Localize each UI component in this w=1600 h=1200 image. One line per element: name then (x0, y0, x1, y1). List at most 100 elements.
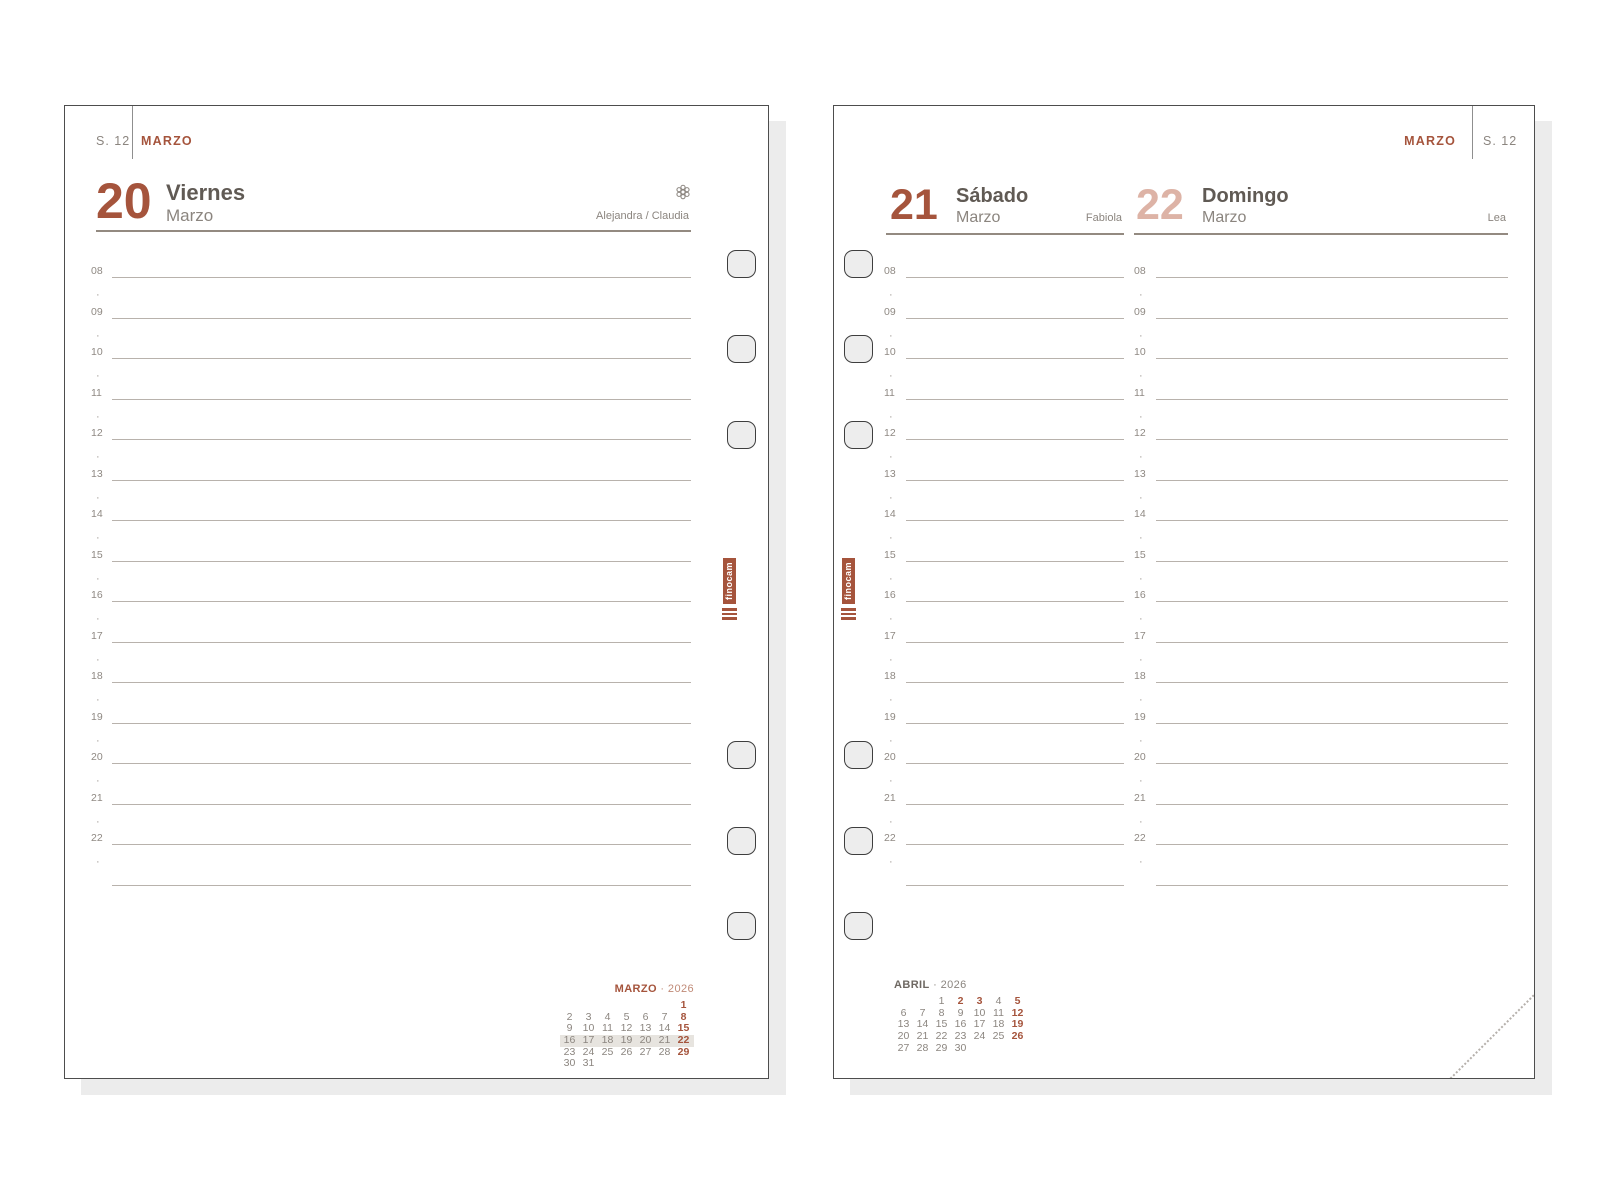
hour-label: 15 (91, 548, 103, 561)
finocam-logo-text: finocam (841, 558, 855, 604)
hour-line (112, 641, 691, 643)
hour-line (112, 317, 691, 319)
half-hour-marker: · (96, 613, 100, 625)
hour-line (1156, 358, 1508, 359)
half-hour-marker: · (1139, 410, 1143, 423)
hour-line (1156, 641, 1508, 643)
finocam-logo-bars-icon (840, 606, 856, 620)
calendar-day: 17 (973, 1018, 986, 1031)
hour-label: 18 (91, 670, 103, 682)
calendar-day: 5 (1014, 995, 1021, 1007)
hour-label: 11 (1134, 386, 1145, 399)
schedule-end-line (906, 884, 1124, 886)
hour-label: 21 (1134, 791, 1146, 804)
half-hour-marker: · (889, 370, 893, 382)
calendar-day: 27 (897, 1041, 910, 1054)
calendar-day: 29 (935, 1041, 948, 1054)
hour-label: 20 (91, 751, 103, 763)
week-month-divider (1472, 106, 1473, 159)
saints-sunday: Lea (1487, 212, 1506, 224)
calendar-day: 14 (658, 1022, 671, 1035)
half-hour-marker: · (96, 329, 100, 342)
hour-label: 17 (91, 629, 103, 642)
calendar-day: 15 (677, 1022, 690, 1035)
half-hour-marker: · (1139, 370, 1143, 382)
day-month: Marzo (166, 206, 214, 225)
saints-of-day: Alejandra / Claudia (596, 210, 689, 222)
hour-line (112, 722, 691, 724)
mini-calendar-abril: ABRIL · 2026 1 2 3 4 5 6 7 8 9 10 11 12 13 14 15 16 17 18 1… (894, 979, 1028, 1054)
half-hour-marker: · (1139, 329, 1143, 342)
mini-calendar-title: MARZO · 2026 (560, 983, 694, 995)
hour-line (906, 358, 1124, 359)
hour-label: 15 (1134, 548, 1146, 561)
hour-label: 12 (884, 427, 896, 439)
calendar-day: 29 (677, 1045, 690, 1058)
finocam-logo-bars-icon (721, 606, 737, 620)
calendar-day: 14 (916, 1018, 929, 1031)
half-hour-marker: · (1139, 491, 1143, 504)
half-hour-marker: · (889, 815, 893, 828)
hour-label: 22 (884, 832, 896, 844)
hour-line (1156, 439, 1508, 440)
hour-label: 20 (884, 751, 896, 763)
hour-line (906, 682, 1124, 683)
calendar-week-row: 1 (560, 999, 694, 1012)
binder-hole (727, 741, 756, 769)
hour-label: 18 (1134, 670, 1146, 682)
hour-line (906, 277, 1124, 278)
calendar-day: 28 (658, 1045, 671, 1058)
hour-line (1156, 682, 1508, 683)
mini-calendar-year: · 2026 (656, 983, 694, 995)
week-number-label: S. 12 (96, 134, 131, 148)
hour-label: 21 (884, 791, 896, 804)
hour-line (112, 479, 691, 481)
calendar-day: 3 (585, 1010, 592, 1023)
calendar-day: 2 (957, 995, 964, 1007)
calendar-day: 21 (658, 1034, 671, 1047)
hour-label: 14 (91, 508, 103, 520)
saints-saturday: Fabiola (1085, 212, 1122, 224)
hour-line (1156, 277, 1508, 278)
finocam-logo-text: finocam (722, 558, 736, 604)
hour-label: 09 (1134, 305, 1146, 318)
hour-label: 19 (1134, 710, 1146, 723)
hour-label: 19 (884, 710, 896, 723)
day-number: 20 (96, 173, 152, 229)
half-hour-marker: · (1139, 694, 1143, 706)
calendar-day: 13 (639, 1022, 652, 1035)
calendar-day: 27 (639, 1045, 652, 1058)
hour-line (906, 520, 1124, 521)
binder-hole (844, 250, 873, 278)
calendar-day: 4 (604, 1010, 611, 1023)
hour-label: 08 (884, 265, 896, 277)
half-hour-marker: · (889, 289, 893, 301)
calendar-day: 31 (582, 1057, 595, 1070)
binder-hole (727, 421, 756, 449)
calendar-day: 6 (642, 1010, 649, 1023)
calendar-day: 10 (973, 1006, 986, 1019)
hour-line (112, 439, 691, 440)
day-month-sunday: Marzo (1202, 209, 1247, 226)
half-hour-marker: · (1139, 289, 1143, 301)
month-label: MARZO (141, 134, 193, 148)
calendar-day: 25 (601, 1045, 614, 1058)
calendar-day: 9 (957, 1006, 964, 1019)
mini-calendar-marzo: MARZO · 2026 1 2 3 4 5 6 7 8 9 10 11 12 13 14 15 16 17 18 1… (560, 983, 694, 1070)
header-rule-sunday (1134, 233, 1508, 235)
hour-label: 13 (1134, 467, 1146, 480)
hour-label: 22 (1134, 832, 1146, 844)
hour-label: 15 (884, 548, 896, 561)
calendar-day: 2 (566, 1010, 573, 1023)
half-hour-marker: · (889, 856, 893, 868)
half-hour-marker: · (889, 775, 893, 787)
calendar-day: 20 (897, 1030, 910, 1043)
right-page: MARZO S. 12 21 Sábado Marzo Fabiola 22 D… (833, 105, 1535, 1079)
calendar-day: 25 (992, 1030, 1005, 1043)
day-name: Viernes (166, 180, 246, 205)
half-hour-marker: · (96, 694, 100, 706)
calendar-day: 6 (900, 1006, 907, 1019)
hour-line (906, 722, 1124, 724)
half-hour-marker: · (1139, 734, 1143, 747)
hour-line (906, 479, 1124, 481)
